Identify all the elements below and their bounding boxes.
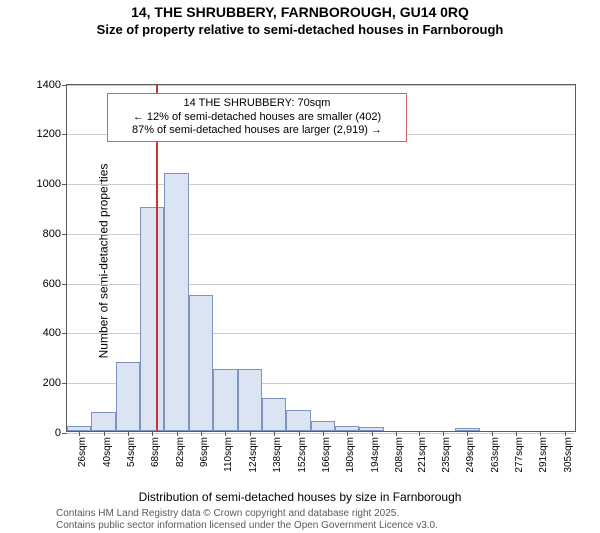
attribution-footer: Contains HM Land Registry data © Crown c… [56,508,600,533]
x-tick-label: 208sqm [394,437,405,473]
x-tick-mark [128,431,129,436]
histogram-bar [116,362,140,430]
footer-line-1: Contains HM Land Registry data © Crown c… [56,508,600,521]
x-tick-mark [250,431,251,436]
x-tick-mark [225,431,226,436]
x-tick-mark [201,431,202,436]
y-gridline [67,433,575,434]
x-tick-label: 194sqm [370,437,381,473]
y-tick-label: 600 [43,278,67,290]
x-tick-label: 235sqm [441,437,452,473]
x-tick-label: 138sqm [272,437,283,473]
x-tick-mark [540,431,541,436]
histogram-bar [164,173,188,430]
y-tick-label: 1000 [37,178,67,190]
x-tick-label: 96sqm [199,437,210,467]
x-tick-label: 305sqm [563,437,574,473]
title-line-1: 14, THE SHRUBBERY, FARNBOROUGH, GU14 0RQ [0,4,600,22]
x-tick-label: 82sqm [175,437,186,467]
x-tick-label: 40sqm [102,437,113,467]
x-tick-label: 277sqm [514,437,525,473]
x-tick-label: 110sqm [223,437,234,472]
annotation-line-1: 14 THE SHRUBBERY: 70sqm [114,97,400,111]
y-tick-label: 1200 [37,128,67,140]
x-tick-mark [104,431,105,436]
x-tick-mark [565,431,566,436]
histogram-bar [189,295,213,430]
y-gridline [67,184,575,185]
histogram-bar [213,369,237,431]
title-line-2: Size of property relative to semi-detach… [0,22,600,38]
x-tick-label: 68sqm [150,437,161,467]
y-gridline [67,85,575,86]
x-tick-label: 263sqm [490,437,501,473]
y-tick-label: 400 [43,327,67,339]
y-tick-label: 0 [55,427,67,439]
chart-area: Number of semi-detached properties 02004… [0,38,600,484]
x-tick-label: 26sqm [77,437,88,467]
x-tick-label: 249sqm [465,437,476,473]
x-tick-label: 180sqm [345,437,356,473]
x-tick-mark [299,431,300,436]
histogram-bar [311,421,335,431]
x-tick-mark [516,431,517,436]
histogram-bar [286,410,310,431]
histogram-bar [238,369,262,431]
histogram-bar [140,207,164,431]
x-tick-mark [396,431,397,436]
annotation-line-2: ← 12% of semi-detached houses are smalle… [114,111,400,125]
chart-titles: 14, THE SHRUBBERY, FARNBOROUGH, GU14 0RQ… [0,4,600,38]
plot-area: 020040060080010001200140026sqm40sqm54sqm… [66,84,576,432]
x-tick-mark [79,431,80,436]
x-tick-mark [372,431,373,436]
x-axis-label: Distribution of semi-detached houses by … [0,490,600,504]
annotation-line-3: 87% of semi-detached houses are larger (… [114,124,400,138]
x-tick-mark [347,431,348,436]
x-tick-mark [419,431,420,436]
y-tick-label: 200 [43,377,67,389]
x-tick-label: 54sqm [126,437,137,467]
x-tick-mark [274,431,275,436]
histogram-bar [262,398,286,431]
x-tick-label: 152sqm [297,437,308,473]
footer-line-2: Contains public sector information licen… [56,520,600,533]
y-tick-label: 1400 [37,79,67,91]
x-tick-mark [467,431,468,436]
x-tick-mark [443,431,444,436]
y-tick-label: 800 [43,228,67,240]
x-tick-label: 124sqm [248,437,259,473]
x-tick-label: 166sqm [321,437,332,473]
x-tick-mark [152,431,153,436]
annotation-box: 14 THE SHRUBBERY: 70sqm ← 12% of semi-de… [107,93,407,142]
x-tick-mark [177,431,178,436]
histogram-bar [91,412,115,431]
x-tick-mark [323,431,324,436]
x-tick-label: 221sqm [417,437,428,473]
x-tick-mark [492,431,493,436]
x-tick-label: 291sqm [538,437,549,473]
